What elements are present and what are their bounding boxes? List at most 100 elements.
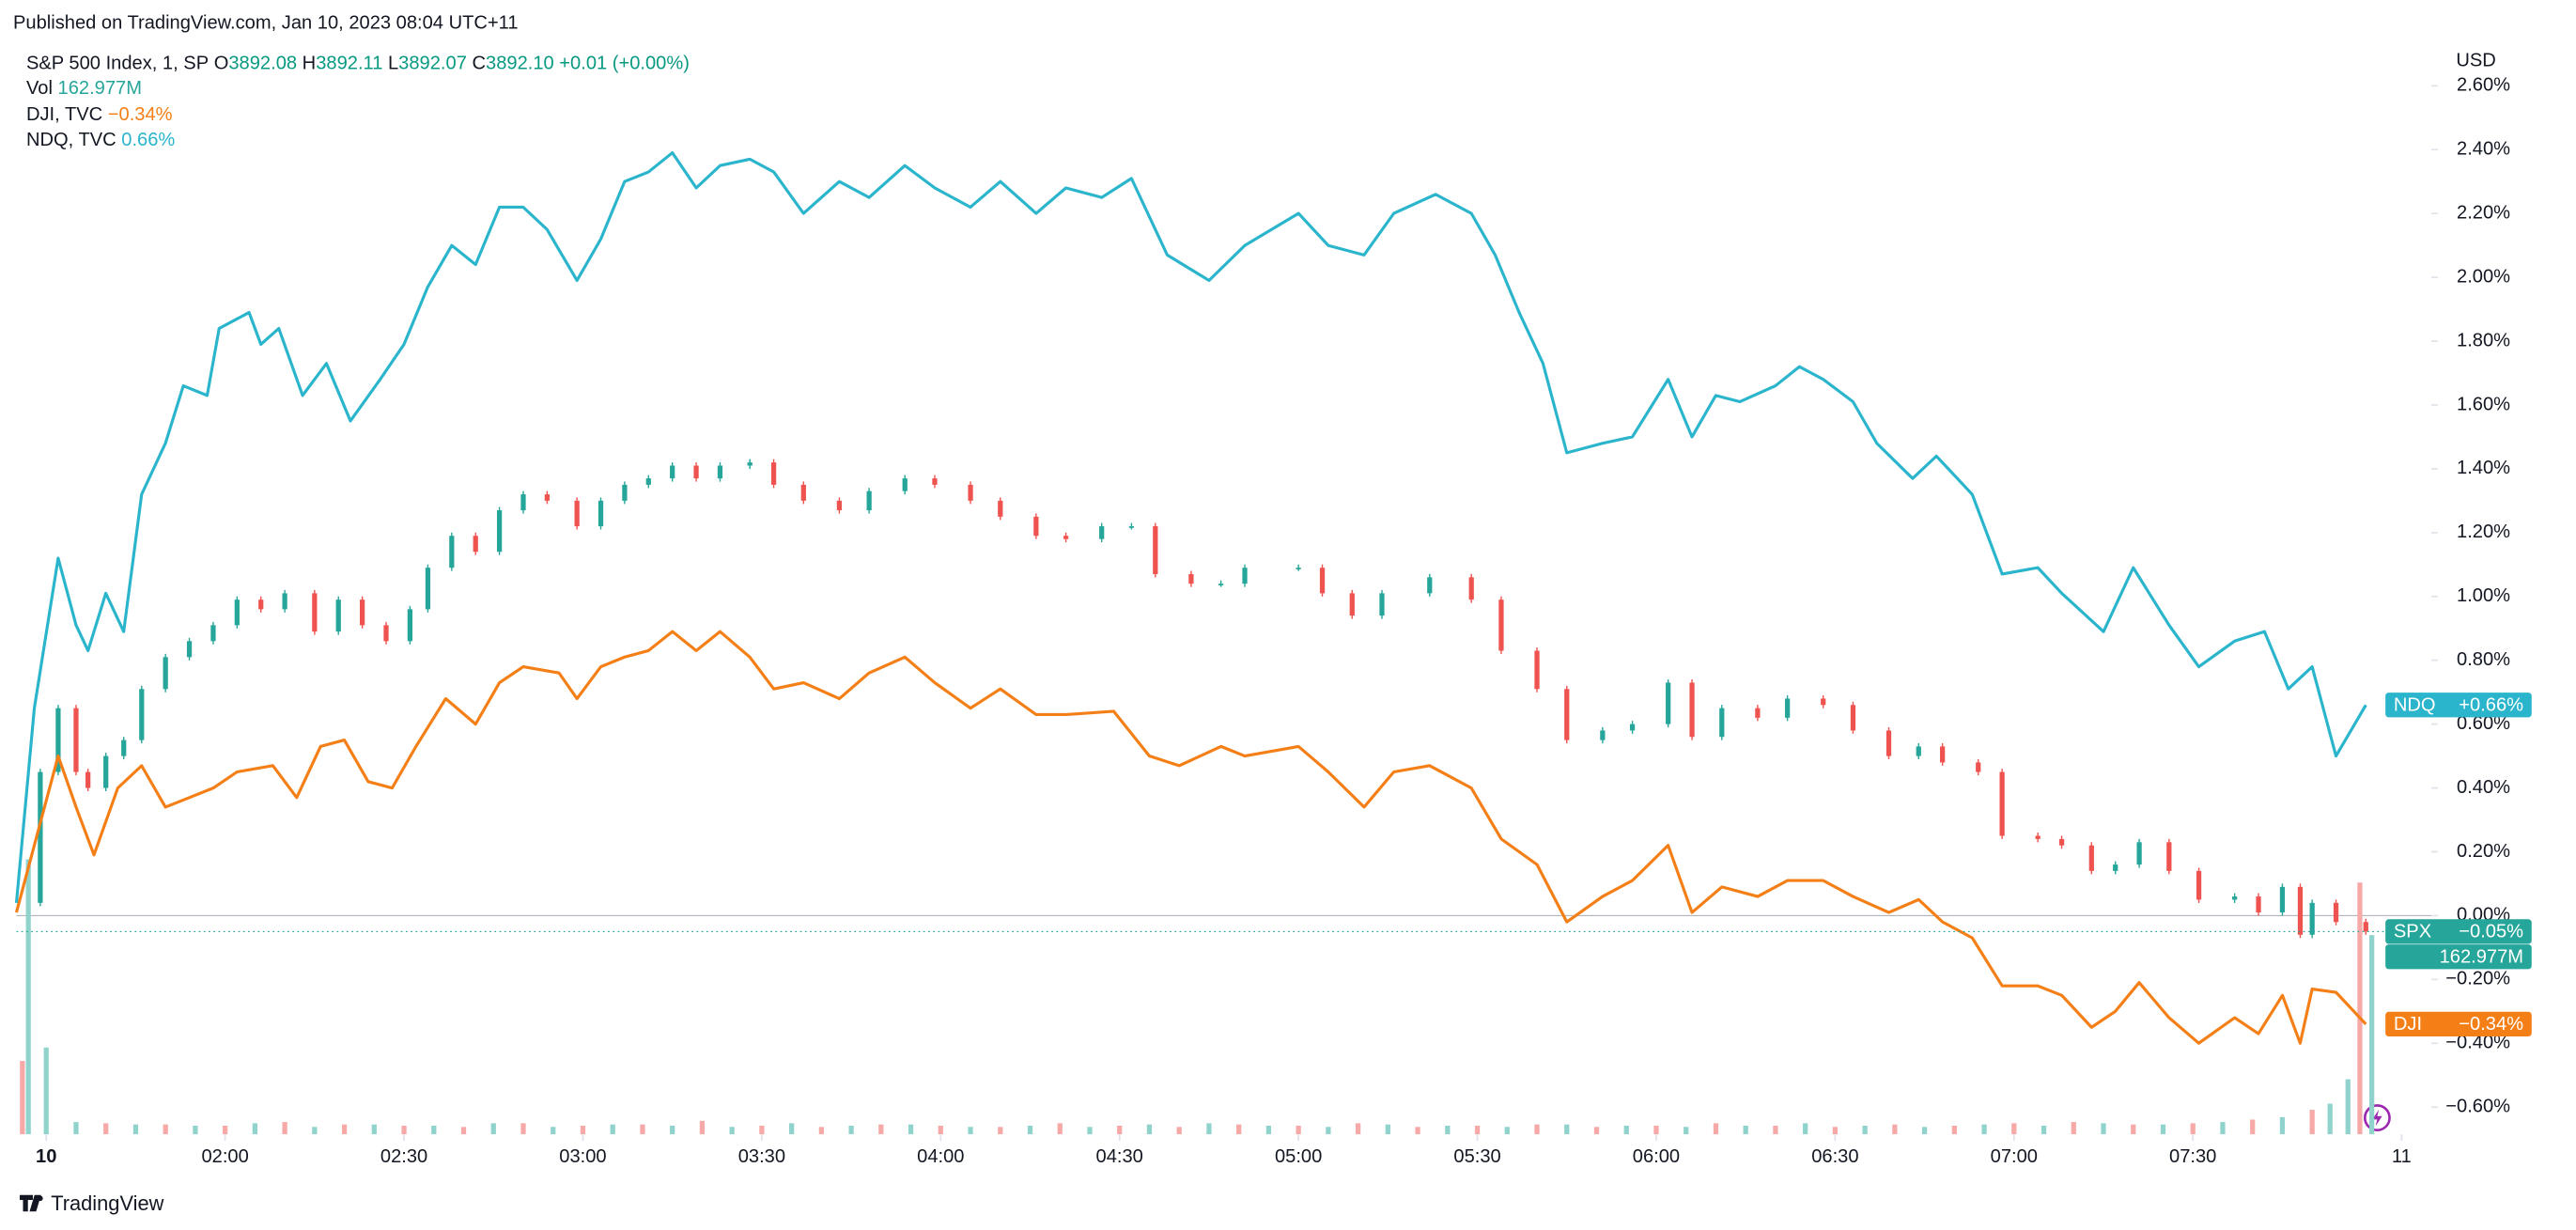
candle-body [1629,724,1636,731]
y-tick-label: −0.20% [2445,969,2510,989]
volume-bar [938,1125,943,1135]
price-tag [2385,919,2532,944]
candle-body [747,462,753,466]
candle-body [234,599,240,626]
volume-bar [20,1061,25,1135]
volume-bar [729,1127,735,1135]
y-tick-label: 2.20% [2457,202,2510,223]
volume-bar [2345,1079,2351,1135]
legend-main: S&P 500 Index, 1, SP O3892.08 H3892.11 L… [26,54,690,74]
candle-body [2113,864,2118,871]
volume-bar [1206,1123,1212,1135]
candle-body [1689,682,1695,738]
candle-body [38,771,43,903]
volume-bar [670,1125,675,1135]
volume-bar [401,1125,407,1135]
candle-body [1719,708,1725,738]
volume-bar [2309,1110,2315,1135]
y-tick-label: −0.40% [2445,1033,2510,1053]
volume-bar [25,859,31,1135]
candle-body [800,484,806,501]
volume-bar [103,1123,109,1135]
volume-bar [1296,1125,1301,1135]
volume-bar [2357,882,2363,1135]
x-tick-label: 03:00 [559,1146,606,1167]
volume-bar [1892,1124,1898,1135]
volume-bar [2327,1103,2333,1135]
candle-body [1564,689,1570,740]
price-tag [2385,693,2532,718]
volume-bar [1862,1125,1868,1135]
candle-body [496,510,503,553]
legend-series: DJI, TVC −0.34% [26,104,173,125]
candle-body [866,490,872,511]
ohlc-value: 3892.08 [228,54,297,74]
y-tick-label: 0.60% [2457,713,2510,734]
volume-bar [759,1125,765,1135]
candle-body [1153,526,1158,574]
x-tick-label: 05:30 [1453,1146,1500,1167]
price-tag [2385,944,2532,970]
x-tick-label: 07:30 [2169,1146,2216,1167]
legend-name: S&P 500 Index, 1, SP [26,54,209,74]
candle-body [360,599,365,626]
brand: TradingView [51,1191,163,1215]
volume-bar [2101,1123,2106,1135]
volume-bar [2071,1122,2076,1135]
series-line [14,630,2367,1045]
volume-bar [1623,1125,1629,1135]
candle-body [1427,577,1433,594]
candle-body [1498,599,1504,651]
volume-bar [282,1122,287,1135]
volume-bar [1236,1124,1242,1135]
price-tag-value: +0.66% [2459,694,2523,715]
candle-body [425,568,431,610]
candle-body [968,484,973,501]
y-tick-label: 1.80% [2457,330,2510,350]
x-tick-label: 04:00 [917,1146,964,1167]
volume-bar [312,1127,318,1135]
candle-body [2166,842,2172,871]
volume-bar [1684,1127,1689,1135]
volume-bar [132,1124,139,1135]
candle-body [1319,568,1326,594]
volume-bar [968,1127,973,1135]
candle-body [2279,886,2286,913]
candle-body [335,599,341,632]
x-tick-label: 10 [36,1146,56,1167]
y-tick-label: 0.40% [2457,777,2510,798]
candle-body [1784,698,1791,718]
candle-body [670,465,675,479]
candle-body [1063,536,1069,539]
candle-body [312,593,318,632]
candle-body [258,599,264,610]
candle-body [85,771,91,788]
ohlc-key: O [214,54,229,74]
volume-bar [1981,1124,1987,1135]
candle-body [1218,584,1224,585]
legend-series: NDQ, TVC 0.66% [26,130,175,150]
volume-bar [2160,1124,2166,1135]
candle-body [574,500,580,527]
y-tick-label: 2.40% [2457,139,2510,160]
volume-bar [2190,1123,2196,1135]
candle-body [2333,902,2339,923]
legend-name: NDQ, TVC [26,130,116,150]
legend-change: +0.01 (+0.00%) [559,54,690,74]
volume-bar [789,1123,795,1135]
volume-bar [431,1125,437,1135]
volume-bar [1803,1123,1808,1135]
candle-body [770,462,777,485]
volume-bar [908,1124,914,1135]
volume-bar [2250,1119,2256,1135]
candle-body [2309,902,2315,935]
candle-body [2088,845,2094,871]
volume-bar [2041,1125,2047,1135]
candle-body [121,740,127,756]
candle-body [1999,771,2005,836]
volume-bar [1921,1127,1928,1135]
volume-bar [878,1124,884,1135]
candle-body [1033,516,1039,537]
candle-body [163,657,168,690]
